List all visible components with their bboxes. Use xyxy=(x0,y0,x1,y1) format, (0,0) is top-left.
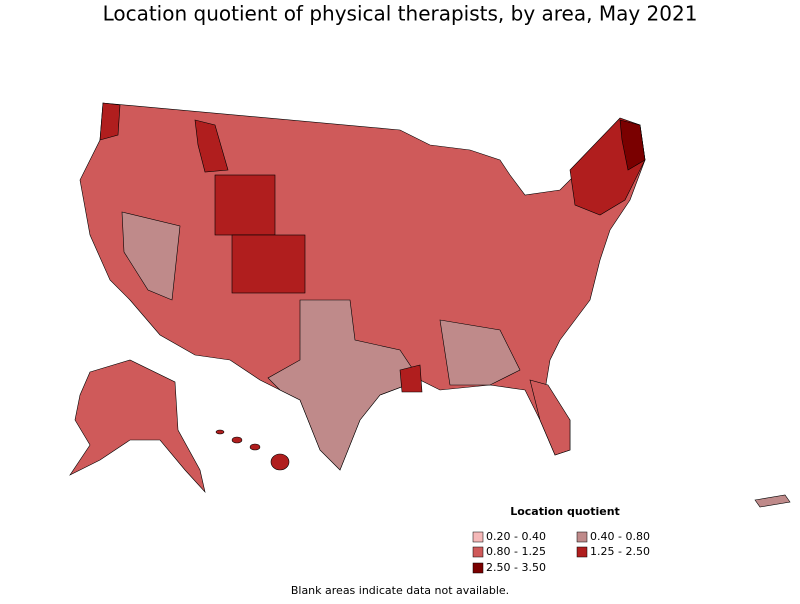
legend-items: 0.20 - 0.40 0.40 - 0.80 0.80 - 1.25 1.25 - … xyxy=(472,530,650,574)
legend-label: 0.40 - 0.80 xyxy=(590,530,650,543)
hawaii-island xyxy=(231,436,243,444)
legend-title: Location quotient xyxy=(510,505,620,518)
hawaii-island xyxy=(215,429,225,435)
legend-swatch xyxy=(576,546,588,558)
hawaii-island xyxy=(249,443,261,451)
legend-label: 0.20 - 0.40 xyxy=(486,530,546,543)
puerto-rico xyxy=(754,494,791,508)
legend-swatch xyxy=(576,531,588,543)
region-florida xyxy=(529,379,571,456)
legend-swatch xyxy=(472,562,484,574)
region-texas xyxy=(267,299,421,471)
legend-label: 0.80 - 1.25 xyxy=(486,545,546,558)
legend-swatch xyxy=(472,546,484,558)
us-map xyxy=(79,102,646,471)
map-title: Location quotient of physical therapists… xyxy=(103,2,698,26)
alaska xyxy=(69,359,206,494)
region-washington xyxy=(99,102,121,141)
region-louisiana xyxy=(399,364,423,393)
region-idaho xyxy=(194,119,229,173)
region-southeast xyxy=(439,319,521,386)
region-maine xyxy=(619,119,646,171)
legend-swatch xyxy=(472,531,484,543)
hawaii-island xyxy=(270,453,290,471)
footnote: Blank areas indicate data not available. xyxy=(291,584,509,597)
hawaii xyxy=(215,429,290,471)
legend-label: 1.25 - 2.50 xyxy=(590,545,650,558)
region-wyoming xyxy=(214,174,276,236)
legend: Location quotient 0.20 - 0.40 0.40 - 0.80… xyxy=(472,505,650,574)
legend-label: 2.50 - 3.50 xyxy=(486,561,546,574)
region-colorado xyxy=(231,234,306,294)
region-nevada xyxy=(121,211,181,301)
